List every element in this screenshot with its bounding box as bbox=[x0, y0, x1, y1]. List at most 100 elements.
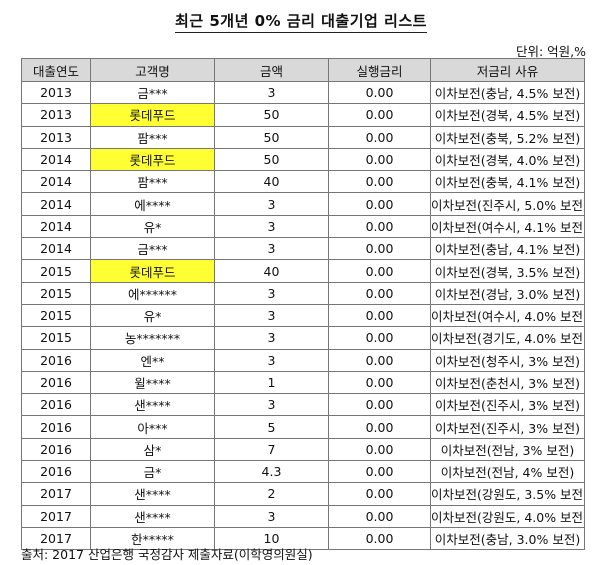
cell-amount: 40 bbox=[214, 170, 329, 194]
cell-amount: 3 bbox=[214, 348, 329, 372]
table-row: 2014 유* 3 0.00 이차보전(여수시, 4.1% 보전) bbox=[21, 214, 585, 239]
cell-amount: 1 bbox=[214, 370, 329, 395]
column-header-amount: 금액 bbox=[214, 58, 329, 82]
cell-year: 2017 bbox=[21, 504, 91, 528]
table-row: 2016 아*** 5 0.00 이차보전(진주시, 3% 보전) bbox=[21, 415, 585, 439]
column-header-year: 대출연도 bbox=[21, 58, 91, 82]
cell-amount: 3 bbox=[214, 214, 329, 239]
cell-reason: 이차보전(충남, 4.5% 보전) bbox=[430, 80, 585, 105]
cell-rate: 0.00 bbox=[328, 526, 431, 551]
column-header-rate: 실행금리 bbox=[328, 58, 431, 82]
table-row: 2013 롯데푸드 50 0.00 이차보전(경북, 4.5% 보전) bbox=[21, 103, 585, 127]
table-row: 2014 금*** 3 0.00 이차보전(충남, 4.1% 보전) bbox=[21, 237, 585, 261]
cell-customer: 롯데푸드 bbox=[90, 103, 215, 127]
cell-year: 2016 bbox=[21, 370, 91, 395]
table-row: 2016 윌**** 1 0.00 이차보전(춘천시, 3% 보전) bbox=[21, 370, 585, 395]
cell-year: 2014 bbox=[21, 214, 91, 239]
cell-year: 2013 bbox=[21, 80, 91, 105]
cell-amount: 2 bbox=[214, 482, 329, 506]
cell-customer: 윌**** bbox=[90, 370, 215, 395]
page-title: 최근 5개년 0% 금리 대출기업 리스트 bbox=[0, 10, 602, 33]
cell-year: 2014 bbox=[21, 170, 91, 194]
cell-amount: 3 bbox=[214, 80, 329, 105]
cell-rate: 0.00 bbox=[328, 348, 431, 372]
cell-amount: 50 bbox=[214, 125, 329, 149]
cell-year: 2016 bbox=[21, 393, 91, 417]
cell-year: 2014 bbox=[21, 237, 91, 261]
cell-rate: 0.00 bbox=[328, 147, 431, 172]
cell-rate: 0.00 bbox=[328, 437, 431, 462]
unit-label: 단위: 억원,% bbox=[515, 44, 586, 59]
cell-amount: 3 bbox=[214, 192, 329, 216]
column-header-reason: 저금리 사유 bbox=[430, 58, 585, 82]
cell-year: 2016 bbox=[21, 348, 91, 372]
cell-reason: 이차보전(강원도, 3.5% 보전) bbox=[430, 482, 585, 506]
cell-amount: 50 bbox=[214, 147, 329, 172]
table-row: 2017 한***** 10 0.00 이차보전(충남, 3.0% 보전) bbox=[21, 526, 585, 551]
table-row: 2013 팜*** 50 0.00 이차보전(충북, 5.2% 보전) bbox=[21, 125, 585, 149]
cell-reason: 이차보전(경기도, 4.0% 보전) bbox=[430, 326, 585, 350]
table-row: 2013 금*** 3 0.00 이차보전(충남, 4.5% 보전) bbox=[21, 80, 585, 105]
table-header: 대출연도 고객명 금액 실행금리 저금리 사유 bbox=[21, 58, 585, 82]
table-body: 2013 금*** 3 0.00 이차보전(충남, 4.5% 보전) 2013 롯데푸드 50… bbox=[21, 80, 585, 551]
cell-rate: 0.00 bbox=[328, 370, 431, 395]
table-row: 2016 샌**** 3 0.00 이차보전(진주시, 3% 보전) bbox=[21, 393, 585, 417]
cell-amount: 4.3 bbox=[214, 460, 329, 484]
table-row: 2015 유* 3 0.00 이차보전(여수시, 4.0% 보전) bbox=[21, 303, 585, 328]
cell-reason: 이차보전(경북, 4.0% 보전) bbox=[430, 147, 585, 172]
cell-amount: 3 bbox=[214, 237, 329, 261]
cell-reason: 이차보전(충남, 3.0% 보전) bbox=[430, 526, 585, 551]
cell-customer: 샌**** bbox=[90, 504, 215, 528]
cell-amount: 10 bbox=[214, 526, 329, 551]
cell-customer: 롯데푸드 bbox=[90, 147, 215, 172]
cell-customer: 아*** bbox=[90, 415, 215, 439]
cell-amount: 40 bbox=[214, 259, 329, 283]
cell-amount: 5 bbox=[214, 415, 329, 439]
cell-rate: 0.00 bbox=[328, 281, 431, 305]
cell-amount: 3 bbox=[214, 326, 329, 350]
cell-reason: 이차보전(충남, 4.1% 보전) bbox=[430, 237, 585, 261]
cell-rate: 0.00 bbox=[328, 259, 431, 283]
cell-customer: 금*** bbox=[90, 80, 215, 105]
cell-customer: 샌**** bbox=[90, 393, 215, 417]
cell-rate: 0.00 bbox=[328, 192, 431, 216]
cell-year: 2017 bbox=[21, 526, 91, 551]
cell-customer: 금* bbox=[90, 460, 215, 484]
cell-year: 2015 bbox=[21, 281, 91, 305]
cell-rate: 0.00 bbox=[328, 125, 431, 149]
cell-reason: 이차보전(춘천시, 3% 보전) bbox=[430, 370, 585, 395]
table-row: 2016 삼* 7 0.00 이차보전(전남, 3% 보전) bbox=[21, 437, 585, 462]
cell-year: 2015 bbox=[21, 303, 91, 328]
cell-rate: 0.00 bbox=[328, 460, 431, 484]
cell-year: 2016 bbox=[21, 437, 91, 462]
header-row: 대출연도 고객명 금액 실행금리 저금리 사유 bbox=[21, 58, 585, 82]
cell-year: 2014 bbox=[21, 192, 91, 216]
cell-reason: 이차보전(진주시, 3% 보전) bbox=[430, 393, 585, 417]
table-row: 2016 엔** 3 0.00 이차보전(청주시, 3% 보전) bbox=[21, 348, 585, 372]
cell-year: 2016 bbox=[21, 415, 91, 439]
cell-customer: 팜*** bbox=[90, 170, 215, 194]
cell-customer: 유* bbox=[90, 303, 215, 328]
table-row: 2015 롯데푸드 40 0.00 이차보전(경북, 3.5% 보전) bbox=[21, 259, 585, 283]
cell-rate: 0.00 bbox=[328, 170, 431, 194]
cell-rate: 0.00 bbox=[328, 237, 431, 261]
table-row: 2014 팜*** 40 0.00 이차보전(충북, 4.1% 보전) bbox=[21, 170, 585, 194]
cell-rate: 0.00 bbox=[328, 326, 431, 350]
table-row: 2017 샌**** 3 0.00 이차보전(강원도, 4.0% 보전) bbox=[21, 504, 585, 528]
cell-customer: 유* bbox=[90, 214, 215, 239]
cell-customer: 에****** bbox=[90, 281, 215, 305]
cell-amount: 50 bbox=[214, 103, 329, 127]
column-header-customer: 고객명 bbox=[90, 58, 215, 82]
cell-reason: 이차보전(진주시, 3% 보전) bbox=[430, 415, 585, 439]
cell-reason: 이차보전(여수시, 4.1% 보전) bbox=[430, 214, 585, 239]
cell-rate: 0.00 bbox=[328, 80, 431, 105]
cell-year: 2014 bbox=[21, 147, 91, 172]
cell-reason: 이차보전(전남, 4% 보전) bbox=[430, 460, 585, 484]
table-row: 2015 농******* 3 0.00 이차보전(경기도, 4.0% 보전) bbox=[21, 326, 585, 350]
cell-year: 2015 bbox=[21, 326, 91, 350]
loan-table: 대출연도 고객명 금액 실행금리 저금리 사유 2013 금*** 3 0.00 이차보… bbox=[21, 58, 585, 551]
source-note: 출처: 2017 산업은행 국정감사 제출자료(이학영의원실) bbox=[21, 547, 313, 562]
cell-rate: 0.00 bbox=[328, 103, 431, 127]
cell-year: 2013 bbox=[21, 125, 91, 149]
table-row: 2017 샌**** 2 0.00 이차보전(강원도, 3.5% 보전) bbox=[21, 482, 585, 506]
